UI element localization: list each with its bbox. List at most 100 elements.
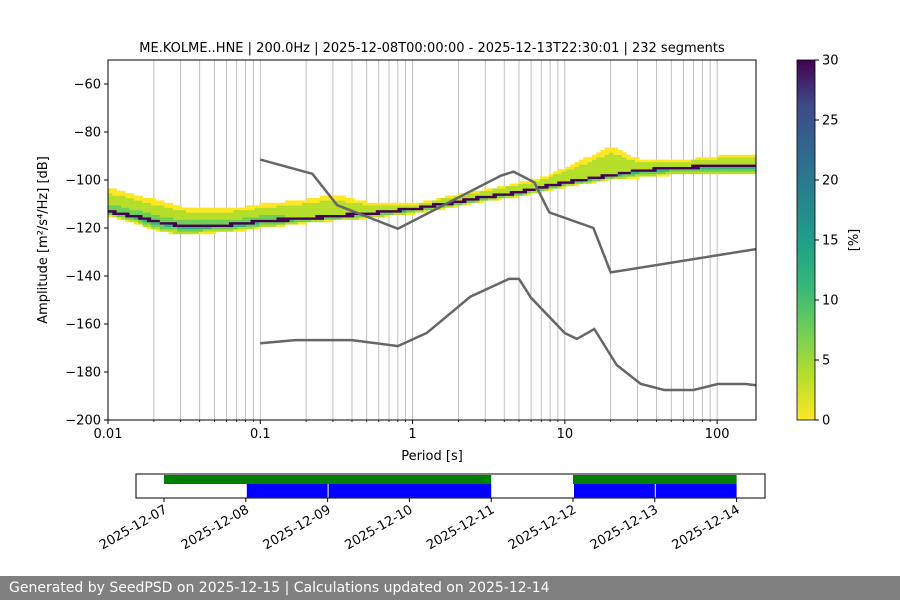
heatmap-cell: [617, 169, 623, 172]
heatmap-cell: [509, 183, 515, 187]
heatmap-cell: [609, 157, 614, 160]
heatmap-cell: [168, 212, 174, 215]
heatmap-cell: [596, 174, 601, 177]
heatmap-cell: [336, 200, 342, 203]
heatmap-cell: [691, 159, 696, 163]
heatmap-cell: [648, 174, 653, 177]
heatmap-cell: [233, 210, 238, 213]
heatmap-cell: [159, 226, 165, 230]
heatmap-cell: [336, 217, 342, 220]
heatmap-cell: [159, 212, 165, 215]
heatmap-cell: [345, 217, 351, 220]
heatmap-cell: [108, 207, 113, 211]
heatmap-cell: [557, 181, 562, 184]
heatmap-cell: [203, 214, 208, 218]
heatmap-cell: [622, 159, 627, 163]
heatmap-cell: [432, 202, 437, 206]
heatmap-cell: [457, 200, 463, 203]
heatmap-cell: [125, 210, 130, 213]
heatmap-cell: [142, 207, 148, 211]
heatmap-cell: [734, 164, 740, 167]
heatmap-cell: [410, 202, 416, 206]
heatmap-cell: [185, 222, 191, 225]
heatmap-cell: [613, 169, 619, 172]
heatmap-cell: [708, 159, 714, 163]
heatmap-cell: [311, 217, 316, 220]
heatmap-cell: [423, 200, 428, 203]
heatmap-cell: [367, 214, 372, 218]
heatmap-cell: [155, 229, 161, 232]
heatmap-cell: [237, 214, 243, 218]
heatmap-cell: [596, 152, 601, 155]
heatmap-cell: [263, 224, 269, 227]
heatmap-cell: [332, 198, 338, 201]
heatmap-cell: [717, 166, 722, 170]
heatmap-cell: [216, 222, 221, 225]
heatmap-cell: [678, 169, 683, 172]
heatmap-cell: [177, 219, 182, 223]
heatmap-cell: [138, 198, 143, 201]
heatmap-cell: [146, 207, 152, 211]
heatmap-cell: [285, 219, 290, 223]
heatmap-cell: [250, 222, 256, 225]
heatmap-cell: [293, 222, 299, 225]
heatmap-cell: [142, 205, 148, 208]
heatmap-cell: [216, 226, 221, 230]
heatmap-cell: [185, 210, 191, 213]
heatmap-cell: [324, 210, 329, 213]
heatmap-cell: [259, 207, 264, 211]
heatmap-cell: [263, 222, 269, 225]
heatmap-cell: [263, 210, 269, 213]
heatmap-cell: [609, 159, 614, 163]
heatmap-cell: [578, 162, 584, 165]
heatmap-cell: [168, 222, 174, 225]
heatmap-cell: [311, 219, 316, 223]
heatmap-cell: [250, 226, 256, 230]
heatmap-cell: [751, 159, 757, 163]
heatmap-cell: [427, 205, 433, 208]
heatmap-cell: [730, 169, 735, 172]
heatmap-cell: [246, 207, 251, 211]
heatmap-cell: [656, 166, 662, 170]
heatmap-cell: [453, 195, 459, 199]
heatmap-cell: [375, 214, 381, 218]
heatmap-cell: [259, 219, 264, 223]
heatmap-cell: [216, 229, 221, 232]
heatmap-cell: [388, 205, 394, 208]
heatmap-cell: [609, 166, 614, 170]
heatmap-cell: [643, 169, 649, 172]
heatmap-cell: [241, 226, 247, 230]
heatmap-cell: [527, 193, 532, 196]
heatmap-cell: [570, 181, 575, 184]
heatmap-cell: [181, 219, 187, 223]
heatmap-cell: [159, 202, 165, 206]
heatmap-cell: [725, 169, 731, 172]
heatmap-cell: [578, 176, 584, 179]
heatmap-cell: [406, 210, 411, 213]
heatmap-cell: [298, 205, 303, 208]
heatmap-cell: [717, 164, 722, 167]
heatmap-cell: [596, 166, 601, 170]
heatmap-cell: [686, 159, 692, 163]
heatmap-cell: [540, 181, 545, 184]
heatmap-cell: [444, 198, 450, 201]
heatmap-cell: [159, 214, 165, 218]
heatmap-cell: [172, 229, 178, 232]
heatmap-cell: [540, 178, 545, 182]
heatmap-cell: [410, 205, 416, 208]
heatmap-cell: [436, 198, 441, 201]
heatmap-cell: [146, 210, 152, 213]
heatmap-cell: [600, 152, 606, 155]
colorbar-tick-label: 25: [822, 114, 839, 129]
heatmap-cell: [332, 205, 338, 208]
heatmap-cell: [207, 212, 212, 215]
heatmap-cell: [280, 217, 286, 220]
heatmap-cell: [319, 219, 325, 223]
heatmap-cell: [622, 164, 627, 167]
heatmap-cell: [699, 166, 705, 170]
heatmap-cell: [246, 224, 251, 227]
heatmap-cell: [280, 222, 286, 225]
heatmap-cell: [384, 202, 390, 206]
heatmap-cell: [168, 217, 174, 220]
